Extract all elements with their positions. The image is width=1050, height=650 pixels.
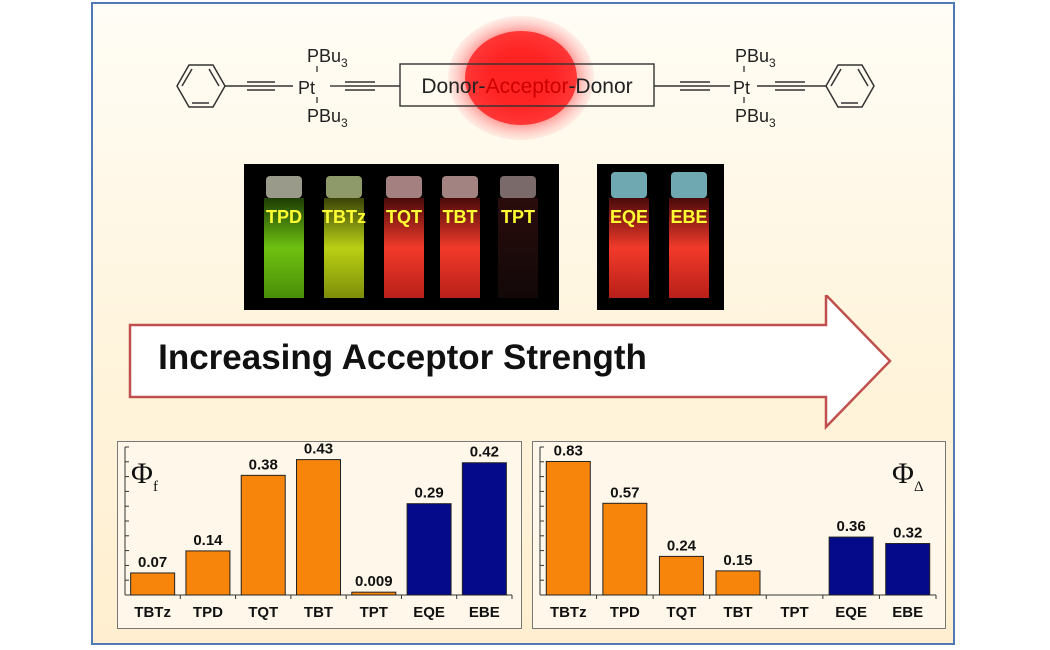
ligand-top-left: PBu3 [307, 46, 348, 70]
bar-ebe [885, 543, 931, 596]
ligand-bottom-left: PBu3 [307, 106, 348, 130]
vial-photo-left: TPD TBTz TQT TBT TPT [244, 164, 559, 310]
tick-label-tpd: TPD [610, 604, 640, 621]
data-label-tpt: 0.009 [355, 573, 393, 590]
data-label-tpd: 0.14 [193, 532, 223, 549]
tick-label-ebe: EBE [469, 604, 500, 621]
data-label-tbtz: 0.83 [554, 442, 583, 459]
metal-right: Pt [733, 78, 750, 98]
bar-tbt [715, 570, 761, 596]
bar-eqe [828, 536, 874, 596]
tick-label-eqe: EQE [413, 604, 445, 621]
vial-6 [609, 172, 649, 298]
vial-label-3: TQT [386, 207, 422, 227]
vial-label-6: EQE [610, 207, 648, 227]
donor-acceptor-label: Donor-Acceptor-Donor [421, 75, 632, 98]
ligand-bottom-right: PBu3 [735, 106, 776, 130]
bar-tpt [351, 591, 397, 596]
data-label-tbtz: 0.07 [138, 554, 167, 571]
vial-3 [384, 176, 424, 298]
data-label-ebe: 0.42 [470, 444, 499, 461]
data-label-eqe: 0.36 [837, 518, 866, 535]
vial-label-5: TPT [501, 207, 535, 227]
data-label-tpd: 0.57 [610, 484, 639, 501]
vial-photo-right: EQE EBE [597, 164, 724, 310]
data-label-ebe: 0.32 [893, 525, 922, 542]
data-label-tbt: 0.15 [723, 552, 752, 569]
arrow-label: Increasing Acceptor Strength [158, 338, 647, 377]
vial-2 [324, 176, 364, 298]
bar-tbtz [545, 460, 591, 596]
data-label-tqt: 0.24 [667, 537, 697, 554]
tick-label-tbtz: TBTz [134, 604, 171, 621]
bar-tpd [602, 502, 648, 596]
tick-label-tpt: TPT [780, 604, 808, 621]
alkyne-right-2 [757, 81, 826, 91]
chart-frame [532, 441, 946, 629]
metal-left: Pt [298, 78, 315, 98]
phenyl-ring-right [825, 64, 875, 108]
vial-label-4: TBT [443, 207, 478, 227]
vial-label-2: TBTz [322, 207, 366, 227]
bar-tqt [658, 555, 704, 596]
chart-title: ΦΔ [892, 457, 924, 495]
tick-label-tbt: TBT [304, 604, 333, 621]
vial-5 [498, 176, 538, 298]
acceptor-strength-arrow [128, 295, 892, 430]
bar-tbtz [130, 572, 176, 596]
bar-eqe [406, 503, 452, 596]
tick-label-tqt: TQT [666, 604, 696, 621]
alkyne-right-1 [654, 81, 730, 91]
data-label-tqt: 0.38 [249, 456, 278, 473]
molecule-scheme: PBu3 Pt PBu3 Donor-Acceptor-Donor PBu3 P… [176, 16, 875, 140]
bar-tpd [185, 550, 231, 596]
data-label-tbt: 0.43 [304, 441, 333, 458]
vial-4 [440, 176, 480, 298]
vial-label-7: EBE [670, 207, 707, 227]
tick-label-tpt: TPT [360, 604, 388, 621]
vial-7 [669, 172, 709, 298]
bar-ebe [461, 462, 507, 596]
bar-tqt [240, 474, 286, 596]
donor-acceptor-box [399, 63, 655, 107]
alkyne-left-2 [330, 81, 400, 91]
tick-label-ebe: EBE [892, 604, 923, 621]
tick-label-eqe: EQE [835, 604, 867, 621]
alkyne-left-1 [225, 81, 293, 91]
tick-label-tqt: TQT [248, 604, 278, 621]
vial-1 [264, 176, 304, 298]
tick-label-tbt: TBT [723, 604, 752, 621]
phenyl-ring-left [176, 64, 226, 108]
chart-title: Φf [131, 457, 158, 495]
tick-label-tpd: TPD [193, 604, 223, 621]
singlet-oxygen-yield-chart: 0.83 TBTz 0.57 TPD 0.24 TQT 0.15 TBT TPT 0.36 EQE 0… [532, 441, 946, 629]
ligand-top-right: PBu3 [735, 46, 776, 70]
vial-label-1: TPD [266, 207, 302, 227]
bar-tbt [296, 459, 341, 596]
tick-label-tbtz: TBTz [550, 604, 587, 621]
data-label-eqe: 0.29 [414, 485, 443, 502]
fluorescence-yield-chart: 0.07 TBTz 0.14 TPD 0.38 TQT 0.43 TBT 0.009 TPT 0.2… [117, 441, 522, 629]
